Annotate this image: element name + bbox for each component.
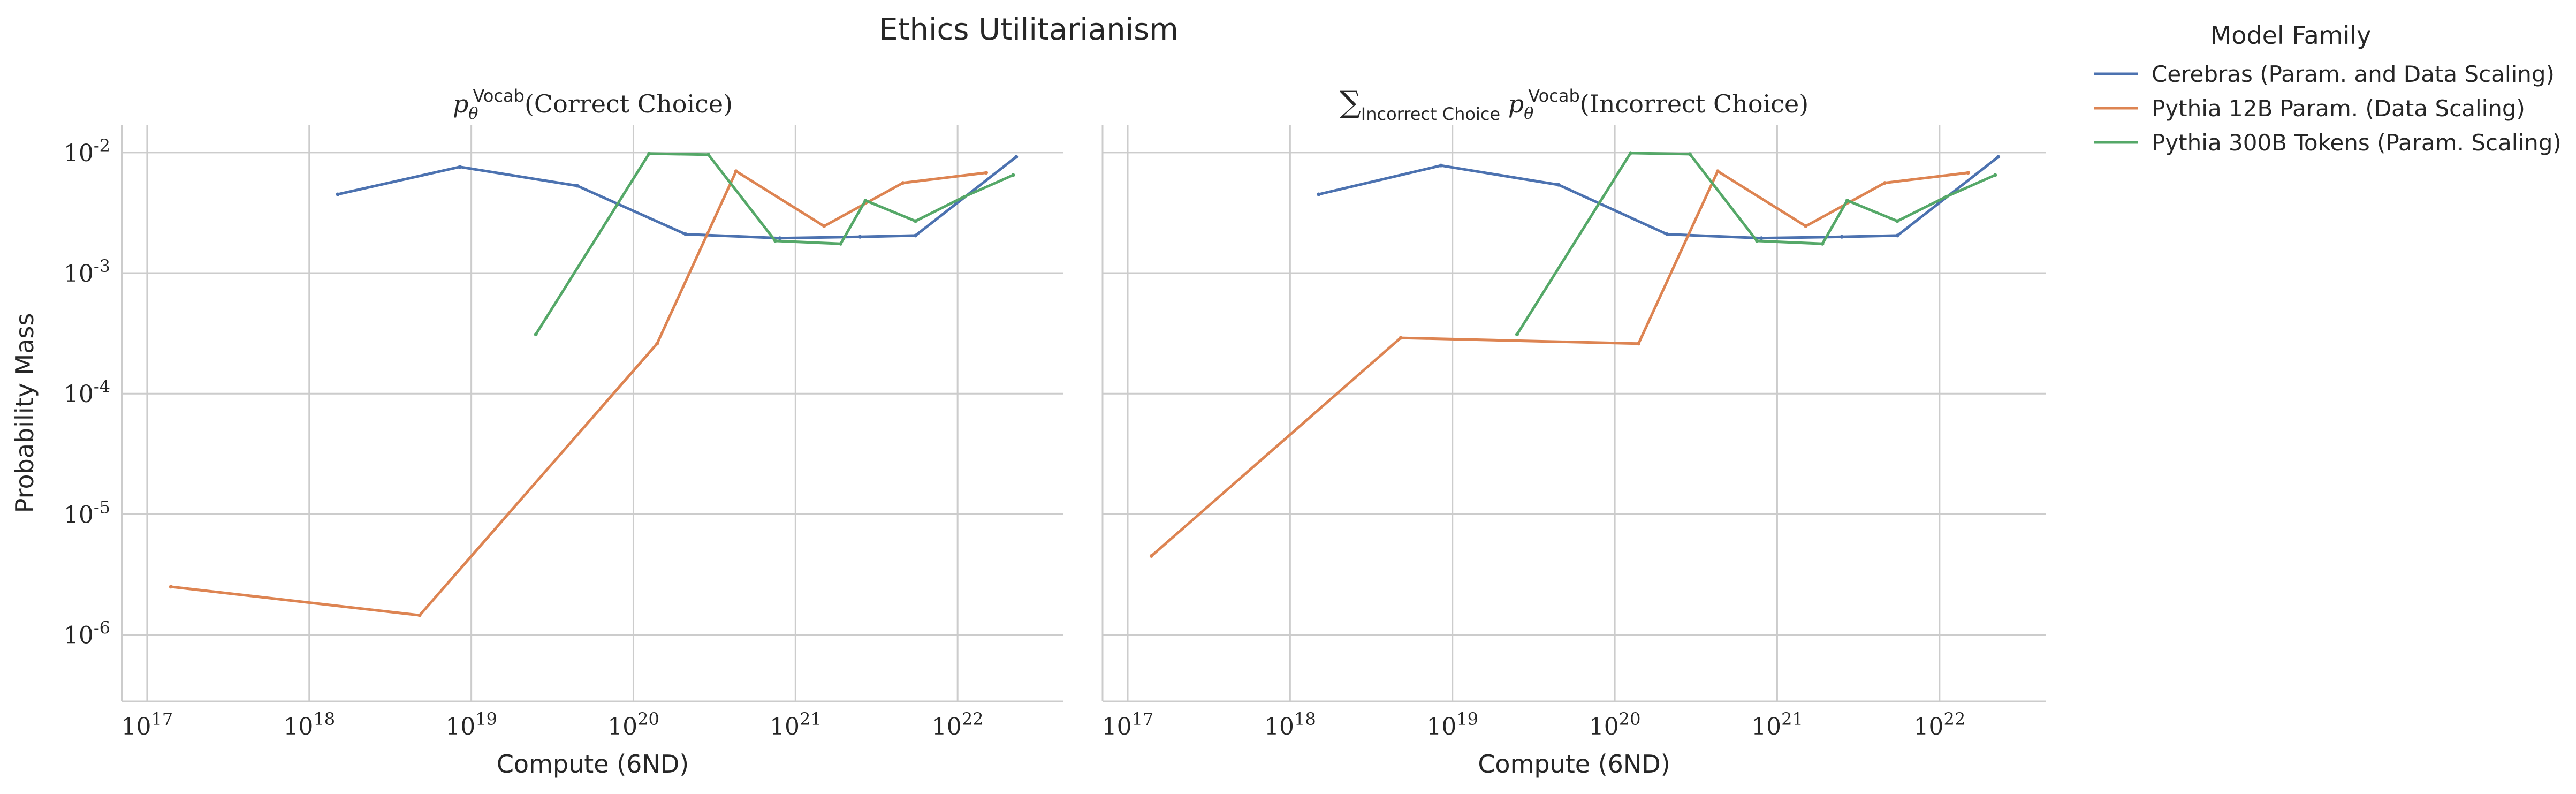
data-point <box>863 198 868 202</box>
series-line-3 <box>534 152 1014 335</box>
data-point <box>822 224 826 228</box>
legend-label: Cerebras (Param. and Data Scaling) <box>2152 61 2555 87</box>
data-point <box>1804 224 1808 228</box>
x-tick-label: 1022 <box>1913 709 1965 740</box>
y-tick-label: 10-5 <box>64 497 110 528</box>
figure-title: Ethics Utilitarianism <box>879 12 1179 47</box>
y-tick-label: 10-4 <box>64 376 110 408</box>
data-point <box>1665 232 1669 236</box>
data-point <box>1755 239 1759 243</box>
x-tick-label: 1019 <box>445 709 497 740</box>
data-point <box>1840 235 1844 239</box>
panel-title: pθVocab(Correct Choice) <box>453 86 733 123</box>
chart-panels: 1017 1018 1019 1020 1021 1022 10-6 10-5 10-4 10-3… <box>10 85 2046 778</box>
legend-entry: Pythia 300B Tokens (Param. Scaling) <box>2094 130 2562 156</box>
x-tick-label: 1017 <box>121 709 173 740</box>
series-line-1 <box>337 156 1017 240</box>
legend-entry: Cerebras (Param. and Data Scaling) <box>2094 61 2555 87</box>
legend-entry: Pythia 12B Param. (Data Scaling) <box>2094 95 2525 122</box>
data-point <box>169 585 173 589</box>
panel-title: ∑Incorrect Choice pθVocab(Incorrect Choi… <box>1340 85 1808 124</box>
x-tick-label: 1017 <box>1102 709 1154 740</box>
data-point <box>336 192 340 196</box>
legend-label: Pythia 12B Param. (Data Scaling) <box>2152 95 2525 122</box>
data-point <box>778 236 782 240</box>
x-tick-label: 1018 <box>283 709 335 740</box>
x-tick-label: 1020 <box>607 709 659 740</box>
series-line-2 <box>1150 170 1969 557</box>
data-point <box>534 332 538 337</box>
data-point <box>1688 152 1692 156</box>
data-point <box>458 165 462 169</box>
x-tick-label: 1022 <box>932 709 984 740</box>
x-tick-label: 1020 <box>1589 709 1641 740</box>
data-point <box>647 152 651 156</box>
x-tick-label: 1018 <box>1264 709 1316 740</box>
data-point <box>1993 173 1997 177</box>
data-point <box>1556 183 1561 187</box>
y-tick-label: 10-3 <box>64 256 110 288</box>
panel-1: 1017 1018 1019 1020 1021 1022 10-6 10-5 10-4 10-3… <box>10 86 1063 778</box>
data-point <box>734 169 738 173</box>
y-tick-label: 10-6 <box>64 618 110 649</box>
data-point <box>1439 163 1443 168</box>
data-point <box>1715 169 1720 173</box>
data-point <box>914 219 918 223</box>
panel-2: 1017 1018 1019 1020 1021 1022 ∑Incorrect Choic… <box>1101 85 2046 778</box>
data-point <box>901 181 905 185</box>
x-tick-label: 1021 <box>1751 709 1803 740</box>
data-point <box>773 239 777 243</box>
data-point <box>1149 554 1153 558</box>
series-line-1 <box>1318 156 2000 240</box>
data-point <box>706 153 711 157</box>
y-axis-label: Probability Mass <box>10 313 39 513</box>
data-point <box>962 194 967 199</box>
x-tick-label: 1019 <box>1426 709 1478 740</box>
x-axis-label: Compute (6ND) <box>1478 750 1670 778</box>
data-point <box>839 241 843 246</box>
y-tick-label: 10-2 <box>64 135 110 167</box>
gridlines <box>1103 125 2046 701</box>
x-axis-label: Compute (6ND) <box>497 750 689 778</box>
data-point <box>1399 336 1403 340</box>
data-point <box>1996 155 2001 159</box>
legend-label: Pythia 300B Tokens (Param. Scaling) <box>2152 130 2562 156</box>
data-point <box>417 613 422 617</box>
data-point <box>1883 181 1887 185</box>
data-point <box>1966 171 1970 175</box>
data-point <box>575 184 579 188</box>
data-point <box>1944 194 1948 199</box>
x-tick-label: 1021 <box>770 709 822 740</box>
data-point <box>1014 155 1019 159</box>
data-point <box>858 235 862 239</box>
series-line-3 <box>1516 152 1996 335</box>
data-point <box>1636 342 1640 346</box>
data-point <box>1845 198 1849 202</box>
data-point <box>1895 233 1899 238</box>
data-point <box>984 171 989 175</box>
data-point <box>1759 236 1764 240</box>
gridlines <box>122 125 1063 701</box>
data-point <box>914 233 918 238</box>
data-point <box>1011 173 1015 177</box>
data-point <box>1628 151 1632 155</box>
data-point <box>1895 219 1899 223</box>
data-point <box>655 342 659 346</box>
data-point <box>1515 332 1519 337</box>
data-point <box>1820 241 1825 246</box>
legend: Model Family Cerebras (Param. and Data Sc… <box>2094 21 2562 156</box>
data-point <box>1317 192 1321 196</box>
legend-title: Model Family <box>2210 21 2372 50</box>
data-point <box>683 232 688 236</box>
